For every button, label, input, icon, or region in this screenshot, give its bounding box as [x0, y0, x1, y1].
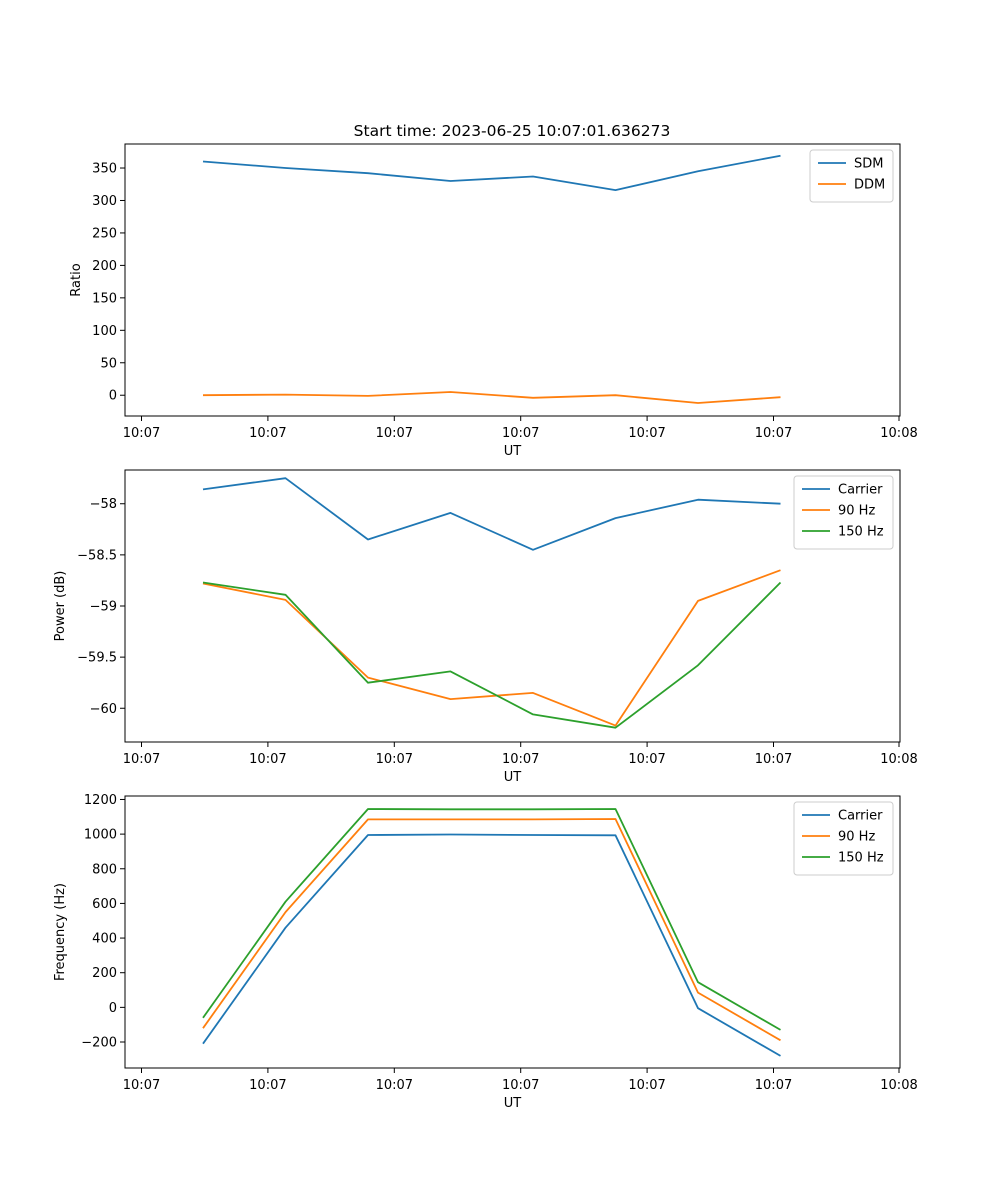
power-panel: 10:07 10:07 10:07 10:07 10:07 10:07 10:08 −58 −5… [53, 469, 918, 785]
y-tick-label: 200 [92, 259, 117, 274]
y-tick-label: 250 [92, 226, 117, 241]
x-tick-label: 10:07 [249, 752, 286, 767]
chart-title: Start time: 2023-06-25 10:07:01.636273 [354, 122, 671, 140]
y-tick-label: −60 [90, 702, 117, 717]
legend-entry: 90 Hz [838, 830, 875, 845]
x-tick-label: 10:08 [880, 752, 917, 767]
y-tick-label: −59 [90, 600, 117, 615]
y-tick-label: 400 [92, 932, 117, 947]
series-line-150-hz [202, 581, 782, 729]
y-axis-label: Frequency (Hz) [53, 883, 68, 981]
axes-frame [124, 143, 901, 417]
x-tick-label: 10:07 [123, 426, 160, 441]
x-tick-label: 10:07 [502, 426, 539, 441]
legend-entry: SDM [854, 157, 883, 172]
series-line-carrier [202, 477, 781, 551]
ratio-panel: 10:07 10:07 10:07 10:07 10:07 10:07 10:08 0 50 10… [69, 143, 918, 459]
legend-entry: DDM [854, 178, 885, 193]
x-tick-label: 10:07 [755, 1078, 792, 1093]
y-tick-label: 50 [100, 356, 117, 371]
x-tick-label: 10:07 [249, 1078, 286, 1093]
legend-entry: 90 Hz [838, 504, 875, 519]
y-tick-label: 800 [92, 862, 117, 877]
series-line-sdm [202, 154, 781, 192]
x-tick-label: 10:07 [502, 1078, 539, 1093]
y-tick-label: 100 [92, 324, 117, 339]
y-tick-label: −200 [81, 1036, 117, 1051]
y-axis-label: Ratio [69, 263, 84, 296]
series-line-carrier [202, 833, 781, 1057]
x-tick-label: 10:08 [880, 426, 917, 441]
x-tick-label: 10:07 [755, 426, 792, 441]
series-line-150-hz [202, 808, 781, 1031]
x-axis-label: UT [504, 1096, 522, 1111]
axes-frame [124, 469, 901, 743]
series-line-90-hz [202, 569, 781, 727]
frequency-panel: 10:07 10:07 10:07 10:07 10:07 10:07 10:08 −200 0… [53, 793, 918, 1111]
x-tick-label: 10:07 [628, 1078, 665, 1093]
x-tick-label: 10:07 [755, 752, 792, 767]
x-tick-label: 10:07 [249, 426, 286, 441]
legend-entry: Carrier [838, 809, 883, 824]
x-tick-label: 10:07 [376, 1078, 413, 1093]
y-tick-label: 200 [92, 966, 117, 981]
y-tick-label: 300 [92, 194, 117, 209]
x-tick-label: 10:07 [123, 752, 160, 767]
y-tick-label: 1200 [84, 793, 117, 808]
x-tick-label: 10:07 [376, 752, 413, 767]
x-tick-label: 10:07 [628, 752, 665, 767]
axes-frame [124, 795, 901, 1069]
y-tick-label: 0 [109, 1001, 117, 1016]
y-tick-label: 0 [109, 389, 117, 404]
x-tick-label: 10:07 [376, 426, 413, 441]
y-axis-label: Power (dB) [53, 571, 68, 642]
series-line-90-hz [202, 818, 781, 1042]
series-line-ddm [202, 391, 781, 404]
legend-entry: 150 Hz [838, 525, 884, 540]
x-tick-label: 10:07 [628, 426, 665, 441]
y-tick-label: 1000 [84, 828, 117, 843]
x-tick-label: 10:07 [123, 1078, 160, 1093]
legend-entry: 150 Hz [838, 851, 884, 866]
x-tick-label: 10:07 [502, 752, 539, 767]
y-tick-label: −58.5 [77, 548, 117, 563]
x-tick-label: 10:08 [880, 1078, 917, 1093]
y-tick-label: −59.5 [77, 651, 117, 666]
y-tick-label: 600 [92, 897, 117, 912]
y-tick-label: 150 [92, 291, 117, 306]
x-axis-label: UT [504, 770, 522, 785]
x-axis-label: UT [504, 444, 522, 459]
legend-entry: Carrier [838, 483, 883, 498]
y-tick-label: 350 [92, 162, 117, 177]
y-tick-label: −58 [90, 497, 117, 512]
